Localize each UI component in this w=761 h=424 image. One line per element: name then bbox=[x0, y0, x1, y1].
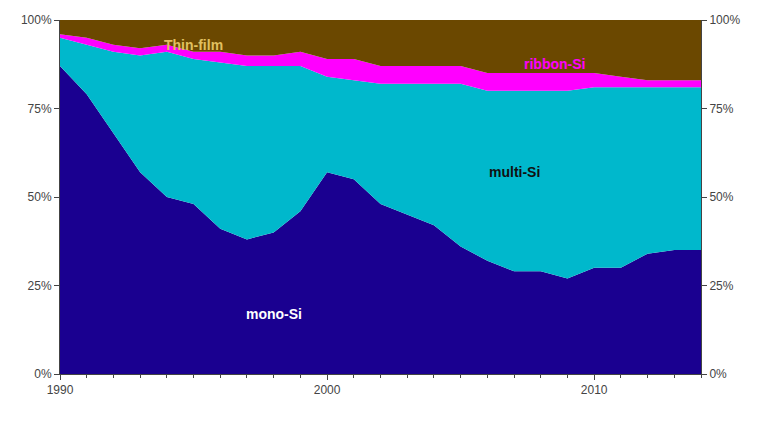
svg-text:1990: 1990 bbox=[47, 383, 74, 397]
svg-text:Thin-film: Thin-film bbox=[164, 37, 223, 53]
svg-text:25%: 25% bbox=[28, 279, 52, 293]
svg-text:50%: 50% bbox=[28, 190, 52, 204]
svg-text:100%: 100% bbox=[21, 13, 52, 27]
svg-text:ribbon-Si: ribbon-Si bbox=[524, 56, 585, 72]
svg-text:mono-Si: mono-Si bbox=[246, 306, 302, 322]
svg-text:multi-Si: multi-Si bbox=[489, 164, 540, 180]
svg-text:2000: 2000 bbox=[314, 383, 341, 397]
svg-text:0%: 0% bbox=[709, 367, 727, 381]
svg-text:100%: 100% bbox=[709, 13, 740, 27]
svg-text:50%: 50% bbox=[709, 190, 733, 204]
svg-text:0%: 0% bbox=[34, 367, 52, 381]
svg-text:2010: 2010 bbox=[581, 383, 608, 397]
svg-text:25%: 25% bbox=[709, 279, 733, 293]
svg-text:75%: 75% bbox=[709, 102, 733, 116]
svg-text:75%: 75% bbox=[28, 102, 52, 116]
